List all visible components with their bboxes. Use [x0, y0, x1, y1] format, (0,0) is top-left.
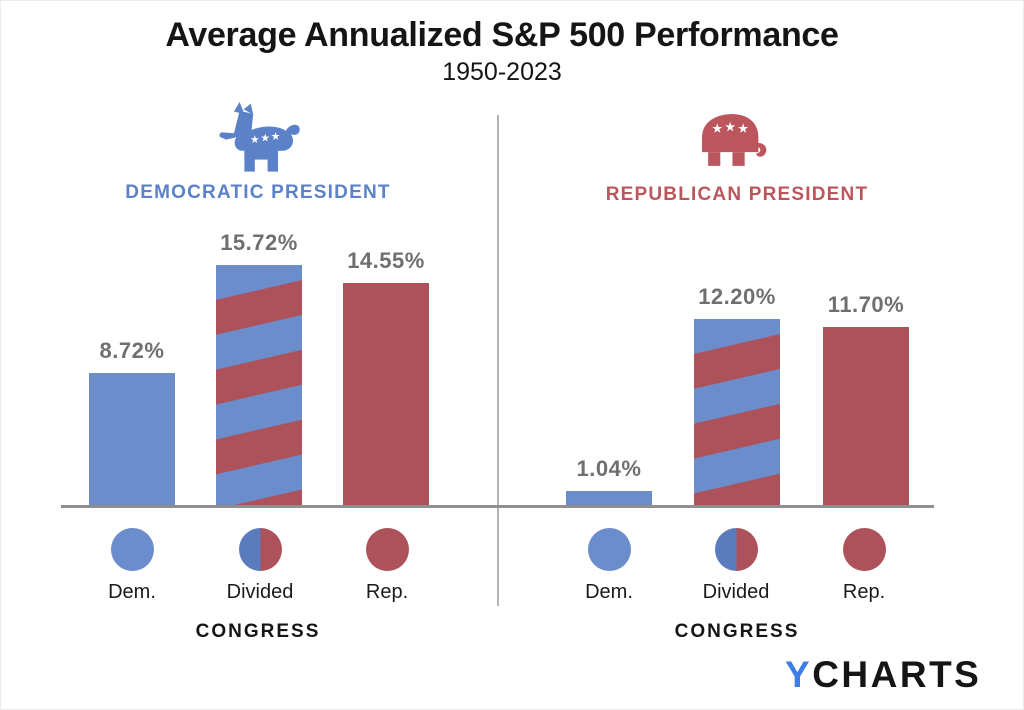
legend-swatch-rep — [365, 528, 409, 571]
legend-item: Dem. — [561, 528, 657, 604]
legend-label: Divided — [702, 581, 770, 603]
star-icons — [712, 121, 749, 133]
star-icon — [271, 132, 280, 140]
bar-dem-congress — [89, 373, 175, 507]
bar-value-label: 1.04% — [576, 456, 642, 481]
republican-elephant-icon — [702, 114, 767, 166]
congress-axis-label: CONGRESS — [195, 621, 321, 642]
star-icon — [712, 123, 723, 133]
star-icon — [725, 121, 736, 132]
legend-item: Divided — [688, 528, 784, 604]
democrat-donkey-icon — [219, 102, 300, 172]
bar-divided-congress — [694, 319, 780, 507]
bar-value-label: 8.72% — [99, 338, 165, 363]
legend-label: Dem. — [585, 581, 633, 603]
legend-swatch-dem — [587, 528, 631, 571]
star-icon — [250, 135, 259, 144]
bar-value-label: 12.20% — [698, 284, 776, 309]
bar-group: 12.20% — [694, 284, 780, 507]
bar-rep-congress — [823, 327, 909, 507]
bar-value-label: 11.70% — [827, 292, 905, 317]
legend-label: Divided — [226, 581, 294, 603]
legend-swatch-rep — [842, 528, 886, 571]
panel-header-republican: REPUBLICAN PRESIDENT — [605, 184, 869, 205]
legend-item: Dem. — [84, 528, 180, 604]
star-icon — [738, 123, 749, 133]
panel-divider — [497, 115, 499, 606]
bar-dem-congress — [566, 491, 652, 507]
x-axis-line — [61, 505, 934, 508]
page-subtitle: 1950-2023 — [442, 58, 562, 86]
legend-label: Rep. — [365, 581, 409, 603]
panel-header-democratic: DEMOCRATIC PRESIDENT — [125, 182, 391, 203]
congress-axis-label: CONGRESS — [674, 621, 800, 642]
ycharts-logo: YCHARTS — [785, 654, 981, 696]
bar-value-label: 14.55% — [347, 248, 425, 273]
legend-item: Divided — [212, 528, 308, 604]
star-icons — [250, 132, 280, 144]
star-icon — [261, 133, 270, 142]
logo-y: Y — [785, 654, 813, 695]
bar-group: 15.72% — [216, 230, 302, 507]
bar-group: 14.55% — [343, 248, 429, 507]
bar-group: 11.70% — [823, 292, 909, 507]
bar-rep-congress — [343, 283, 429, 507]
page-title: Average Annualized S&P 500 Performance — [165, 16, 839, 54]
legend-item: Rep. — [339, 528, 435, 604]
bar-group: 1.04% — [566, 456, 652, 507]
legend-item: Rep. — [816, 528, 912, 604]
bar-value-label: 15.72% — [220, 230, 298, 255]
legend-swatch-dem — [110, 528, 154, 571]
legend-swatch-divided — [238, 528, 282, 571]
bar-group: 8.72% — [89, 338, 175, 507]
bar-divided-congress — [216, 265, 302, 507]
legend-label: Dem. — [108, 581, 156, 603]
legend-label: Rep. — [842, 581, 886, 603]
legend-swatch-divided — [714, 528, 758, 571]
logo-charts: CHARTS — [812, 654, 982, 695]
